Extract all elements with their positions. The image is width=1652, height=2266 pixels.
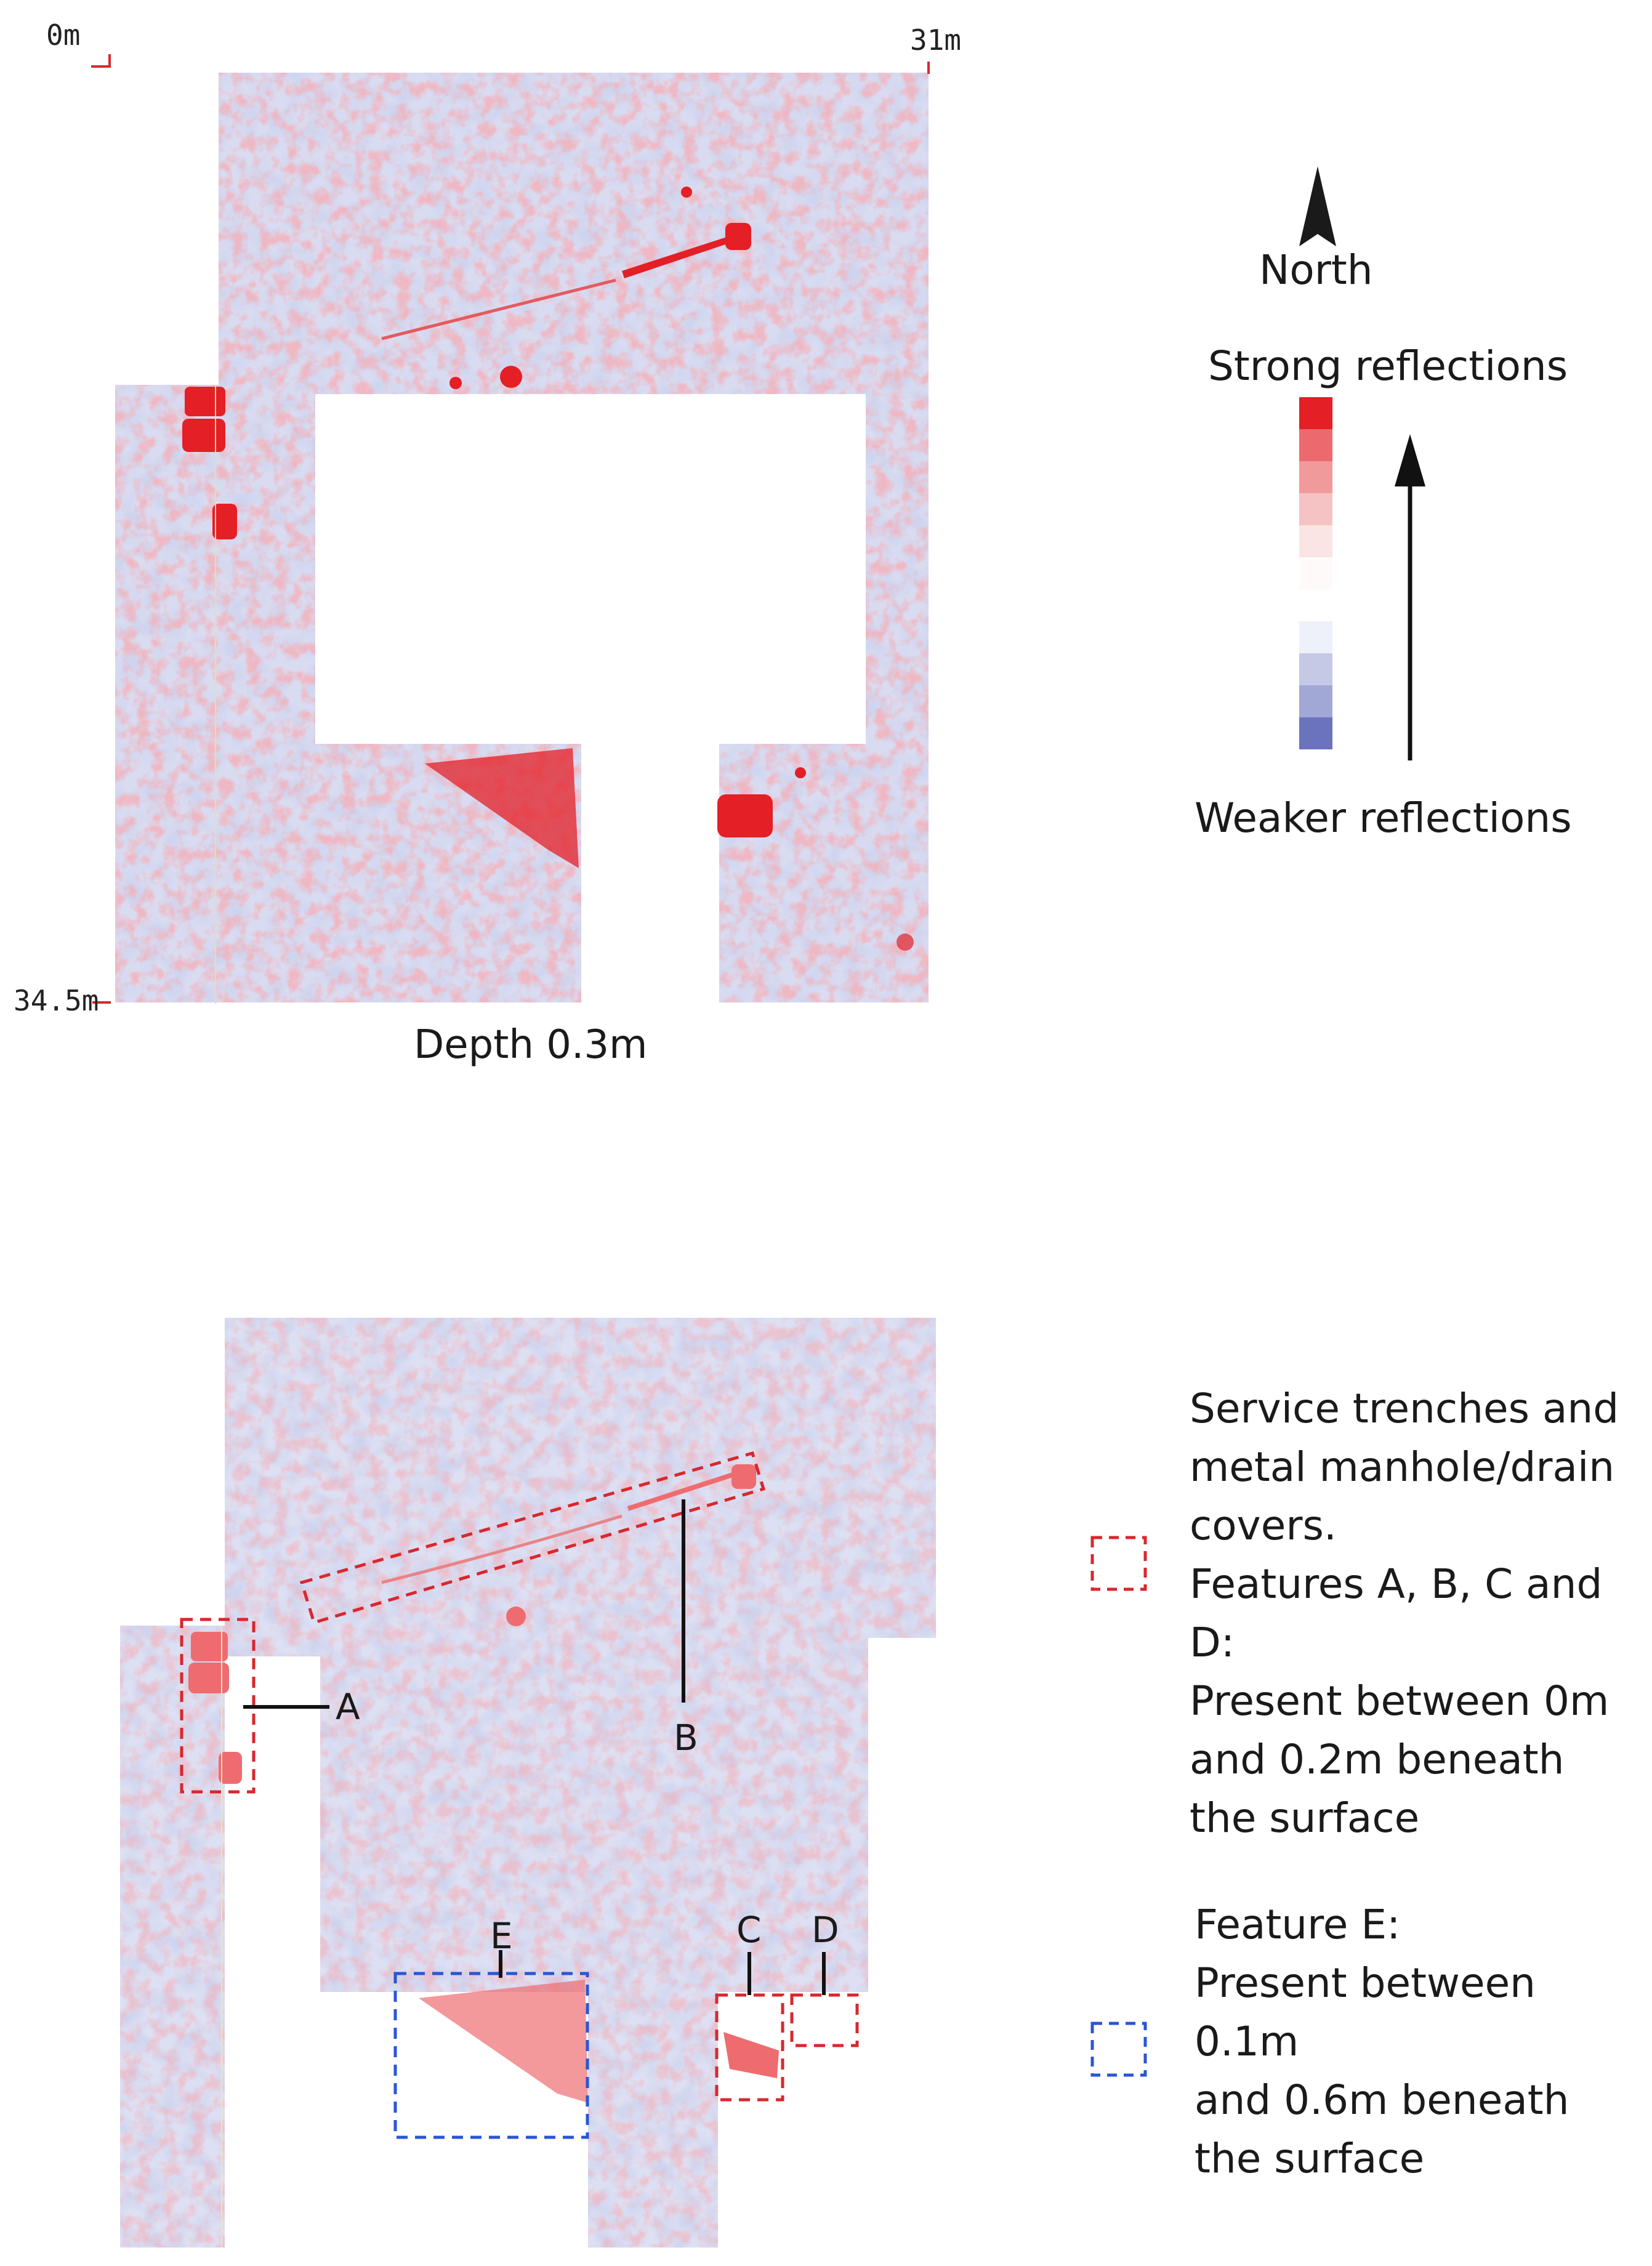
feature-b-label: B (674, 1717, 698, 1759)
feature-d-box (790, 1993, 859, 2047)
colour-bar-step (1299, 621, 1332, 653)
colour-bar-step (1299, 461, 1332, 493)
legend-blue-line: Feature E: (1195, 1901, 1401, 1948)
legend-red-line: Features A, B, C and D: (1190, 1560, 1603, 1666)
faded-reflections (188, 1464, 779, 2103)
feature-e-label: E (490, 1915, 513, 1957)
feature-c-box (715, 1993, 784, 2102)
north-label: North (1259, 246, 1373, 294)
legend-red-text: Service trenches and metal manhole/drain… (1190, 1379, 1652, 1847)
colour-bar-step (1299, 589, 1332, 621)
legend-red-line: covers. (1190, 1502, 1337, 1549)
feature-d-label: D (812, 1909, 839, 1951)
colour-bar-step (1299, 493, 1332, 525)
colour-bar (1299, 397, 1332, 749)
strong-reflections (182, 187, 914, 951)
legend-blue-text: Feature E: Present between 0.1m and 0.6m… (1195, 1895, 1652, 2188)
unsurveyed-area (315, 394, 866, 1002)
depth-caption: Depth 0.3m (414, 1022, 648, 1068)
feature-c-label: C (736, 1909, 762, 1951)
bottom-radar-map (120, 1318, 936, 2248)
top-radar-map (115, 73, 929, 1004)
colour-bar-step (1299, 429, 1332, 461)
colour-bar-step (1299, 525, 1332, 557)
north-arrow-icon (1299, 166, 1336, 246)
colour-bar-step (1299, 653, 1332, 685)
scale-ticks (91, 54, 930, 1004)
feature-e-box (393, 1972, 589, 2139)
feature-b-box (299, 1451, 766, 1625)
legend-red-swatch (1090, 1536, 1147, 1591)
colour-scale-top-label: Strong reflections (1208, 342, 1568, 390)
scale-depth-label: 34.5m (14, 984, 99, 1017)
legend-blue-line: and 0.6m beneath (1195, 2076, 1569, 2124)
colour-bar-step (1299, 685, 1332, 717)
colour-bar-step (1299, 557, 1332, 589)
scale-end-label: 31m (910, 23, 962, 57)
legend-red-line: and 0.2m beneath (1190, 1736, 1565, 1783)
legend-red-line: Present between 0m (1190, 1677, 1610, 1725)
legend-red-line: the surface (1190, 1794, 1420, 1842)
legend-blue-swatch (1090, 2022, 1147, 2077)
legend-red-line: Service trenches and (1190, 1385, 1619, 1432)
colour-bar-step (1299, 717, 1332, 749)
feature-a-label: A (336, 1686, 360, 1728)
feature-leaders (243, 1499, 826, 1995)
scale-start-label: 0m (46, 18, 81, 52)
intensity-arrow-icon (1395, 434, 1425, 760)
legend-blue-line: Present between 0.1m (1195, 1959, 1536, 2065)
legend-blue-line: the surface (1195, 2135, 1425, 2182)
colour-scale-bottom-label: Weaker reflections (1195, 794, 1572, 842)
colour-bar-step (1299, 397, 1332, 429)
legend-red-line: metal manhole/drain (1190, 1443, 1615, 1491)
